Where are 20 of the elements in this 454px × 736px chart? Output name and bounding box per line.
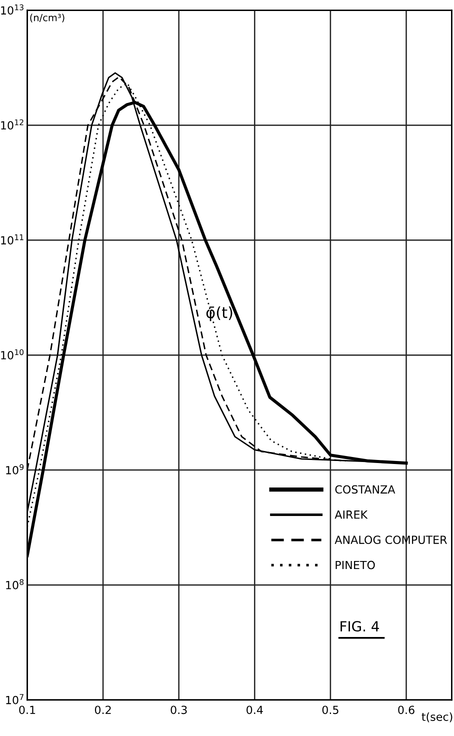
x-tick-label: 0.4: [246, 706, 263, 714]
legend-label: PINETO: [336, 560, 375, 570]
y-tick-label: 10$^{11}$: [1, 234, 24, 244]
y-axis-title: (n/cm³): [30, 14, 64, 22]
x-tick-label: 0.2: [94, 706, 111, 714]
annotation: φ̄(t): [206, 306, 232, 322]
y-tick-label: 10$^{13}$: [1, 4, 24, 15]
x-tick-label: 0.3: [170, 706, 187, 714]
legend-label: COSTANZA: [335, 485, 396, 494]
x-tick-label: 0.6: [398, 706, 414, 714]
y-tick-label: 10$^{8}$: [6, 579, 24, 590]
y-tick-label: 10$^{7}$: [6, 694, 24, 704]
x-tick-label: 0.1: [19, 706, 36, 714]
y-tick-label: 10$^{10}$: [1, 349, 24, 360]
x-axis-title: t(sec): [422, 712, 452, 722]
annotation: FIG. 4: [340, 621, 379, 632]
y-tick-label: 10$^{9}$: [6, 464, 24, 474]
x-tick-label: 0.5: [322, 706, 338, 714]
y-tick-label: 10$^{12}$: [1, 119, 24, 130]
legend-label: AIREK: [334, 510, 368, 519]
